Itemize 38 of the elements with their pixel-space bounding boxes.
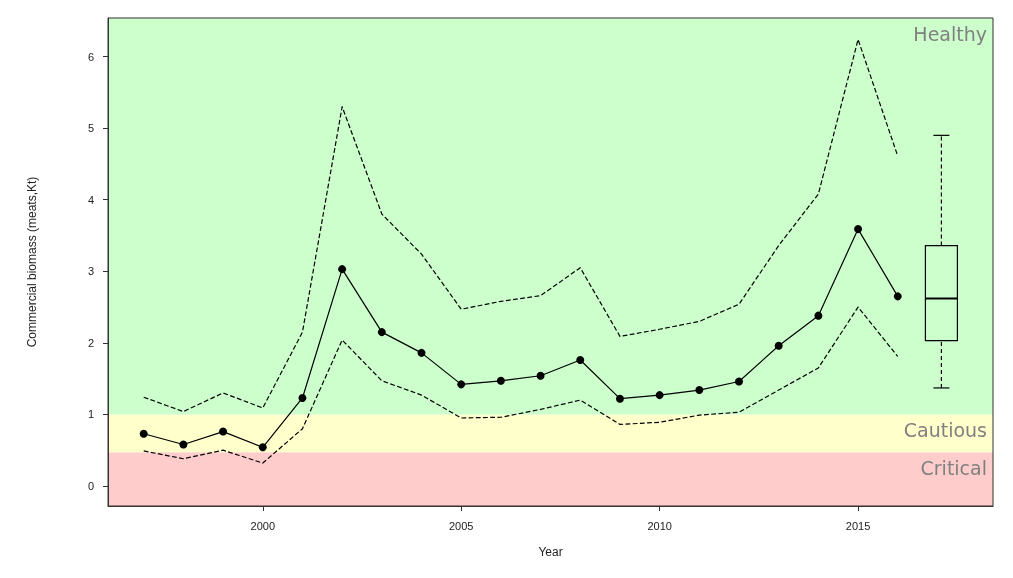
band-label: Healthy	[913, 22, 987, 45]
point	[893, 292, 902, 301]
x-tick-label: 2010	[647, 519, 672, 532]
point	[496, 376, 505, 385]
y-tick-label: 4	[87, 193, 94, 206]
point	[298, 393, 307, 402]
point	[219, 427, 228, 436]
point	[457, 380, 466, 389]
x-tick-label: 2000	[250, 519, 276, 532]
point	[615, 394, 624, 403]
point	[179, 440, 188, 449]
point	[338, 265, 347, 274]
y-axis-title: Commercial biomass (meats,Kt)	[25, 176, 39, 348]
point	[655, 391, 664, 400]
band-label: Critical	[920, 456, 987, 479]
x-axis-title: Year	[538, 545, 563, 559]
band-label: Cautious	[903, 418, 987, 441]
point	[377, 328, 386, 337]
point	[854, 225, 863, 234]
line-series	[143, 306, 899, 464]
point	[735, 377, 744, 386]
point	[695, 386, 704, 395]
point	[814, 311, 823, 320]
point	[258, 443, 267, 452]
y-tick-label: 5	[87, 122, 94, 135]
y-tick-label: 2	[87, 336, 94, 349]
point	[774, 341, 783, 350]
x-tick-label: 2015	[845, 519, 871, 532]
y-tick-label: 0	[87, 479, 94, 492]
x-tick-label: 2005	[448, 519, 474, 532]
y-tick-label: 6	[87, 50, 94, 63]
point	[417, 348, 426, 357]
point	[576, 356, 585, 365]
point	[139, 429, 148, 438]
line-series	[143, 38, 899, 413]
point	[536, 371, 545, 380]
y-tick-label: 3	[87, 265, 94, 278]
y-tick-label: 1	[87, 408, 94, 421]
